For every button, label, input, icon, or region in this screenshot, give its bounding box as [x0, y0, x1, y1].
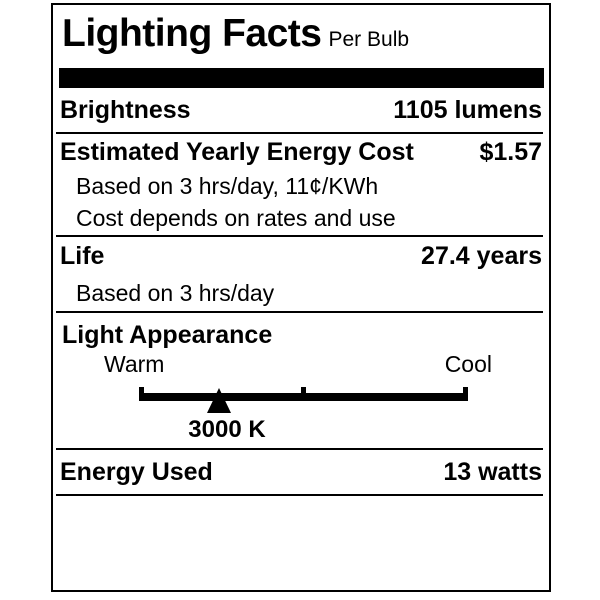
- energy-used-label: Energy Used: [60, 457, 213, 486]
- brightness-value: 1105 lumens: [393, 95, 542, 124]
- light-appearance-endpoints: Warm Cool: [53, 350, 549, 378]
- rule-divider: [56, 235, 543, 237]
- warm-label: Warm: [104, 350, 165, 377]
- temperature-marker-value: 3000 K: [188, 416, 266, 443]
- rule-divider: [56, 132, 543, 134]
- lighting-facts-label: Lighting Facts Per Bulb Brightness 1105 l…: [51, 3, 551, 592]
- rule-divider: [56, 311, 543, 313]
- brightness-row: Brightness 1105 lumens: [53, 88, 549, 132]
- energy-cost-note-disclaimer: Cost depends on rates and use: [76, 205, 396, 231]
- energy-cost-row: Estimated Yearly Energy Cost $1.57: [53, 134, 549, 170]
- label-title: Lighting Facts: [62, 12, 322, 55]
- energy-cost-label: Estimated Yearly Energy Cost: [60, 137, 414, 166]
- cool-label: Cool: [444, 350, 492, 377]
- life-value: 27.4 years: [421, 241, 542, 270]
- energy-used-value: 13 watts: [443, 457, 542, 486]
- color-temperature-scale: 3000 K: [53, 378, 549, 443]
- life-label: Life: [60, 241, 105, 270]
- rule-divider: [56, 448, 543, 450]
- scale-bar: [139, 393, 468, 401]
- header-separator-bar: [59, 68, 544, 88]
- rule-divider: [56, 494, 543, 496]
- label-per-unit: Per Bulb: [328, 28, 410, 51]
- energy-cost-value: $1.57: [479, 137, 542, 166]
- temperature-marker-triangle-icon: [207, 388, 231, 413]
- light-appearance-title: Light Appearance: [62, 321, 273, 349]
- life-row: Life 27.4 years: [53, 237, 549, 275]
- life-note-basis: Based on 3 hrs/day: [76, 279, 275, 306]
- energy-used-row: Energy Used 13 watts: [53, 450, 549, 494]
- brightness-label: Brightness: [60, 95, 191, 124]
- energy-cost-note-basis: Based on 3 hrs/day, 11¢/KWh: [76, 172, 379, 199]
- label-header: Lighting Facts Per Bulb: [53, 5, 549, 68]
